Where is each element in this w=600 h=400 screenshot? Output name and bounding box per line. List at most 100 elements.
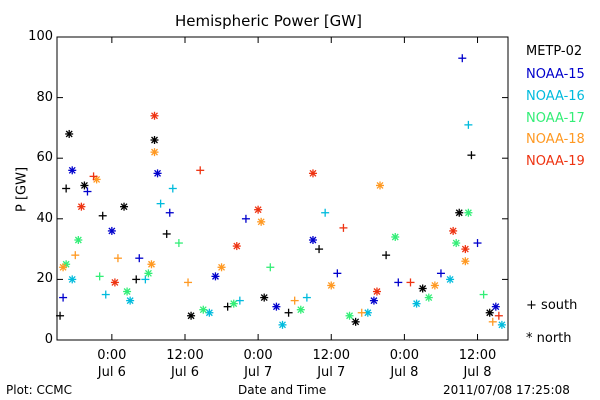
plot-area-frame — [56, 36, 509, 341]
data-point-north — [59, 263, 68, 272]
data-point-north — [217, 263, 226, 272]
data-point-north — [391, 232, 400, 241]
data-point-south — [62, 184, 71, 193]
legend-label: NOAA-16 — [526, 89, 585, 104]
data-point-south — [156, 199, 165, 208]
data-point-north — [376, 181, 385, 190]
data-point-south — [394, 278, 403, 287]
data-point-north — [424, 293, 433, 302]
x-tick-label-time: 12:00 — [458, 348, 497, 363]
data-point-south — [174, 239, 183, 248]
data-point-north — [150, 136, 159, 145]
data-point-south — [98, 211, 107, 220]
data-point-south — [71, 251, 80, 260]
data-point-north — [74, 236, 83, 245]
data-point-south — [464, 120, 473, 129]
data-point-north — [205, 308, 214, 317]
data-point-north — [65, 129, 74, 138]
data-point-north — [147, 260, 156, 269]
data-point-south — [241, 214, 250, 223]
data-point-south — [436, 269, 445, 278]
x-tick-label-date: Jul 8 — [463, 365, 492, 380]
data-point-south — [141, 275, 150, 284]
data-point-south — [284, 308, 293, 317]
data-point-north — [455, 208, 464, 217]
x-axis-label: Date and Time — [238, 383, 327, 397]
data-point-north — [123, 287, 132, 296]
data-point-north — [153, 169, 162, 178]
data-point-south — [473, 239, 482, 248]
x-tick-label-time: 0:00 — [389, 348, 419, 363]
data-point-south — [494, 311, 503, 320]
data-point-south — [266, 263, 275, 272]
y-tick-label: 100 — [28, 29, 53, 44]
data-point-north — [80, 181, 89, 190]
data-point-north — [110, 278, 119, 287]
data-point-north — [351, 317, 360, 326]
data-point-north — [278, 320, 287, 329]
data-point-north — [232, 242, 241, 251]
data-point-north — [412, 299, 421, 308]
data-point-north — [308, 236, 317, 245]
data-point-north — [485, 308, 494, 317]
data-point-south — [315, 245, 324, 254]
data-point-north — [150, 148, 159, 157]
data-point-north — [68, 166, 77, 175]
marker-symbol: * — [526, 331, 533, 346]
legend-item-noaa-15: NOAA-15 — [526, 67, 585, 82]
data-point-south — [101, 290, 110, 299]
data-point-south — [333, 269, 342, 278]
y-tick-label: 60 — [36, 150, 53, 166]
data-point-north — [296, 305, 305, 314]
marker-legend-south: + south — [526, 298, 577, 313]
y-tick-label: 0 — [44, 332, 53, 347]
data-point-north — [187, 311, 196, 320]
data-point-south — [162, 229, 171, 238]
data-point-north — [418, 284, 427, 293]
x-tick-label-time: 0:00 — [243, 348, 273, 363]
x-tick-label-date: Jul 8 — [390, 365, 419, 380]
data-point-south — [290, 296, 299, 305]
y-axis-label: P [GW] — [14, 166, 30, 213]
data-point-north — [257, 217, 266, 226]
data-point-south — [479, 290, 488, 299]
data-point-south — [135, 254, 144, 263]
data-point-north — [464, 208, 473, 217]
legend-item-noaa-18: NOAA-18 — [526, 132, 585, 147]
data-point-south — [467, 151, 476, 160]
x-axis-ticks — [111, 37, 479, 340]
data-point-north — [430, 281, 439, 290]
legend-label: NOAA-15 — [526, 67, 585, 82]
data-point-south — [196, 166, 205, 175]
legend-label: METP-02 — [526, 44, 583, 59]
x-tick-label-time: 12:00 — [312, 348, 350, 363]
marker-legend-north: * north — [526, 331, 572, 346]
data-point-north — [120, 202, 129, 211]
chart-title: Hemispheric Power [GW] — [175, 12, 362, 30]
legend-item-noaa-16: NOAA-16 — [526, 89, 585, 104]
plot-timestamp: 2011/07/08 17:25:08 — [443, 383, 570, 397]
data-point-south — [458, 54, 467, 63]
data-point-north — [144, 269, 153, 278]
data-point-north — [446, 275, 455, 284]
data-point-north — [92, 175, 101, 184]
legend-label: NOAA-18 — [526, 132, 585, 147]
data-point-north — [327, 281, 336, 290]
data-point-south — [488, 317, 497, 326]
legend-item-metp-02: METP-02 — [526, 44, 582, 59]
data-point-south — [132, 275, 141, 284]
data-point-south — [321, 208, 330, 217]
x-tick-label-date: Jul 7 — [244, 365, 273, 380]
data-point-south — [184, 278, 193, 287]
x-tick-label-date: Jul 6 — [170, 365, 200, 380]
legend-label: NOAA-19 — [526, 154, 585, 169]
data-point-north — [345, 311, 354, 320]
data-point-south — [168, 184, 177, 193]
data-point-north — [363, 308, 372, 317]
data-point-north — [150, 111, 159, 120]
data-point-north — [199, 305, 208, 314]
data-point-north — [369, 296, 378, 305]
data-point-south — [95, 272, 104, 281]
data-point-south — [223, 302, 232, 311]
